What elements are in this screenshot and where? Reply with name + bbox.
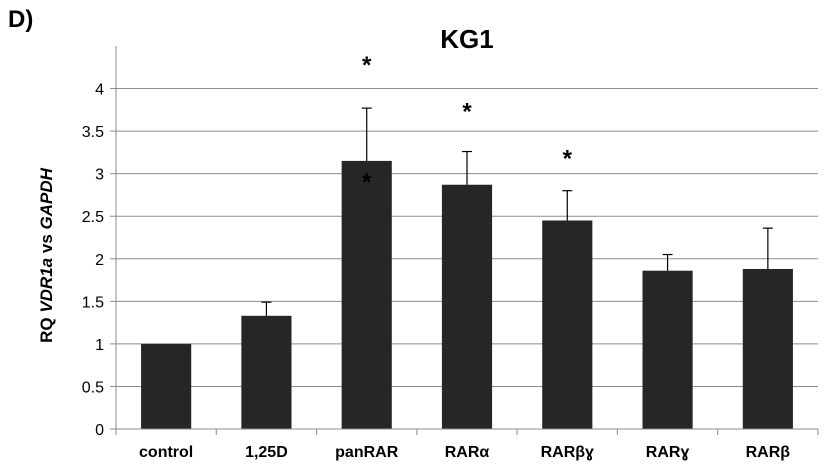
significance-marks: * * * *	[362, 52, 573, 196]
y-axis-label-part-1: VDR1a	[37, 258, 56, 313]
y-tick-label-1: 0.5	[82, 379, 104, 396]
x-tick-label-6: RARβ	[746, 444, 791, 461]
x-tick-label-0: control	[139, 444, 193, 461]
y-tick-label-6: 3	[95, 167, 104, 184]
x-tick-label-4: RARβɣ	[541, 444, 594, 461]
x-tick-label-1: 1,25D	[245, 444, 288, 461]
axes	[110, 46, 819, 435]
bar-2	[341, 160, 392, 429]
x-tick-label-2: panRAR	[335, 444, 399, 461]
significance-star-3: *	[563, 145, 573, 172]
significance-star-1: *	[362, 169, 372, 196]
bar-1	[241, 315, 292, 429]
y-tick-label-2: 1	[95, 337, 104, 354]
bar-6	[742, 268, 793, 429]
bar-3	[441, 184, 493, 429]
bar-0	[141, 343, 192, 429]
significance-star-2: *	[462, 99, 472, 126]
x-tick-label-5: RARɣ	[646, 444, 690, 461]
y-axis-label-part-3: GAPDH	[37, 167, 56, 229]
y-axis-label: RQ VDR1a vs GAPDH	[37, 167, 56, 343]
y-tick-label-3: 1.5	[82, 294, 104, 311]
y-tick-labels: 0 0.5 1 1.5 2 2.5 3 3.5 4	[82, 82, 104, 439]
error-bars	[261, 107, 773, 316]
y-tick-label-7: 3.5	[82, 124, 104, 141]
significance-star-0: *	[362, 52, 372, 79]
y-tick-label-8: 4	[95, 82, 104, 99]
y-tick-label-5: 2.5	[82, 209, 104, 226]
chart-title: KG1	[440, 24, 493, 54]
y-axis-label-part-2: vs	[37, 230, 56, 258]
x-tick-label-3: RARα	[445, 444, 490, 461]
bars	[141, 160, 793, 429]
y-axis-label-part-0: RQ	[37, 313, 56, 343]
y-tick-label-4: 2	[95, 252, 104, 269]
x-tick-labels: control 1,25D panRAR RARα RARβɣ RARɣ RARβ	[139, 444, 790, 461]
bar-5	[642, 270, 693, 429]
y-tick-label-0: 0	[95, 422, 104, 439]
panel-label: D)	[8, 6, 34, 33]
bar-4	[542, 220, 593, 429]
